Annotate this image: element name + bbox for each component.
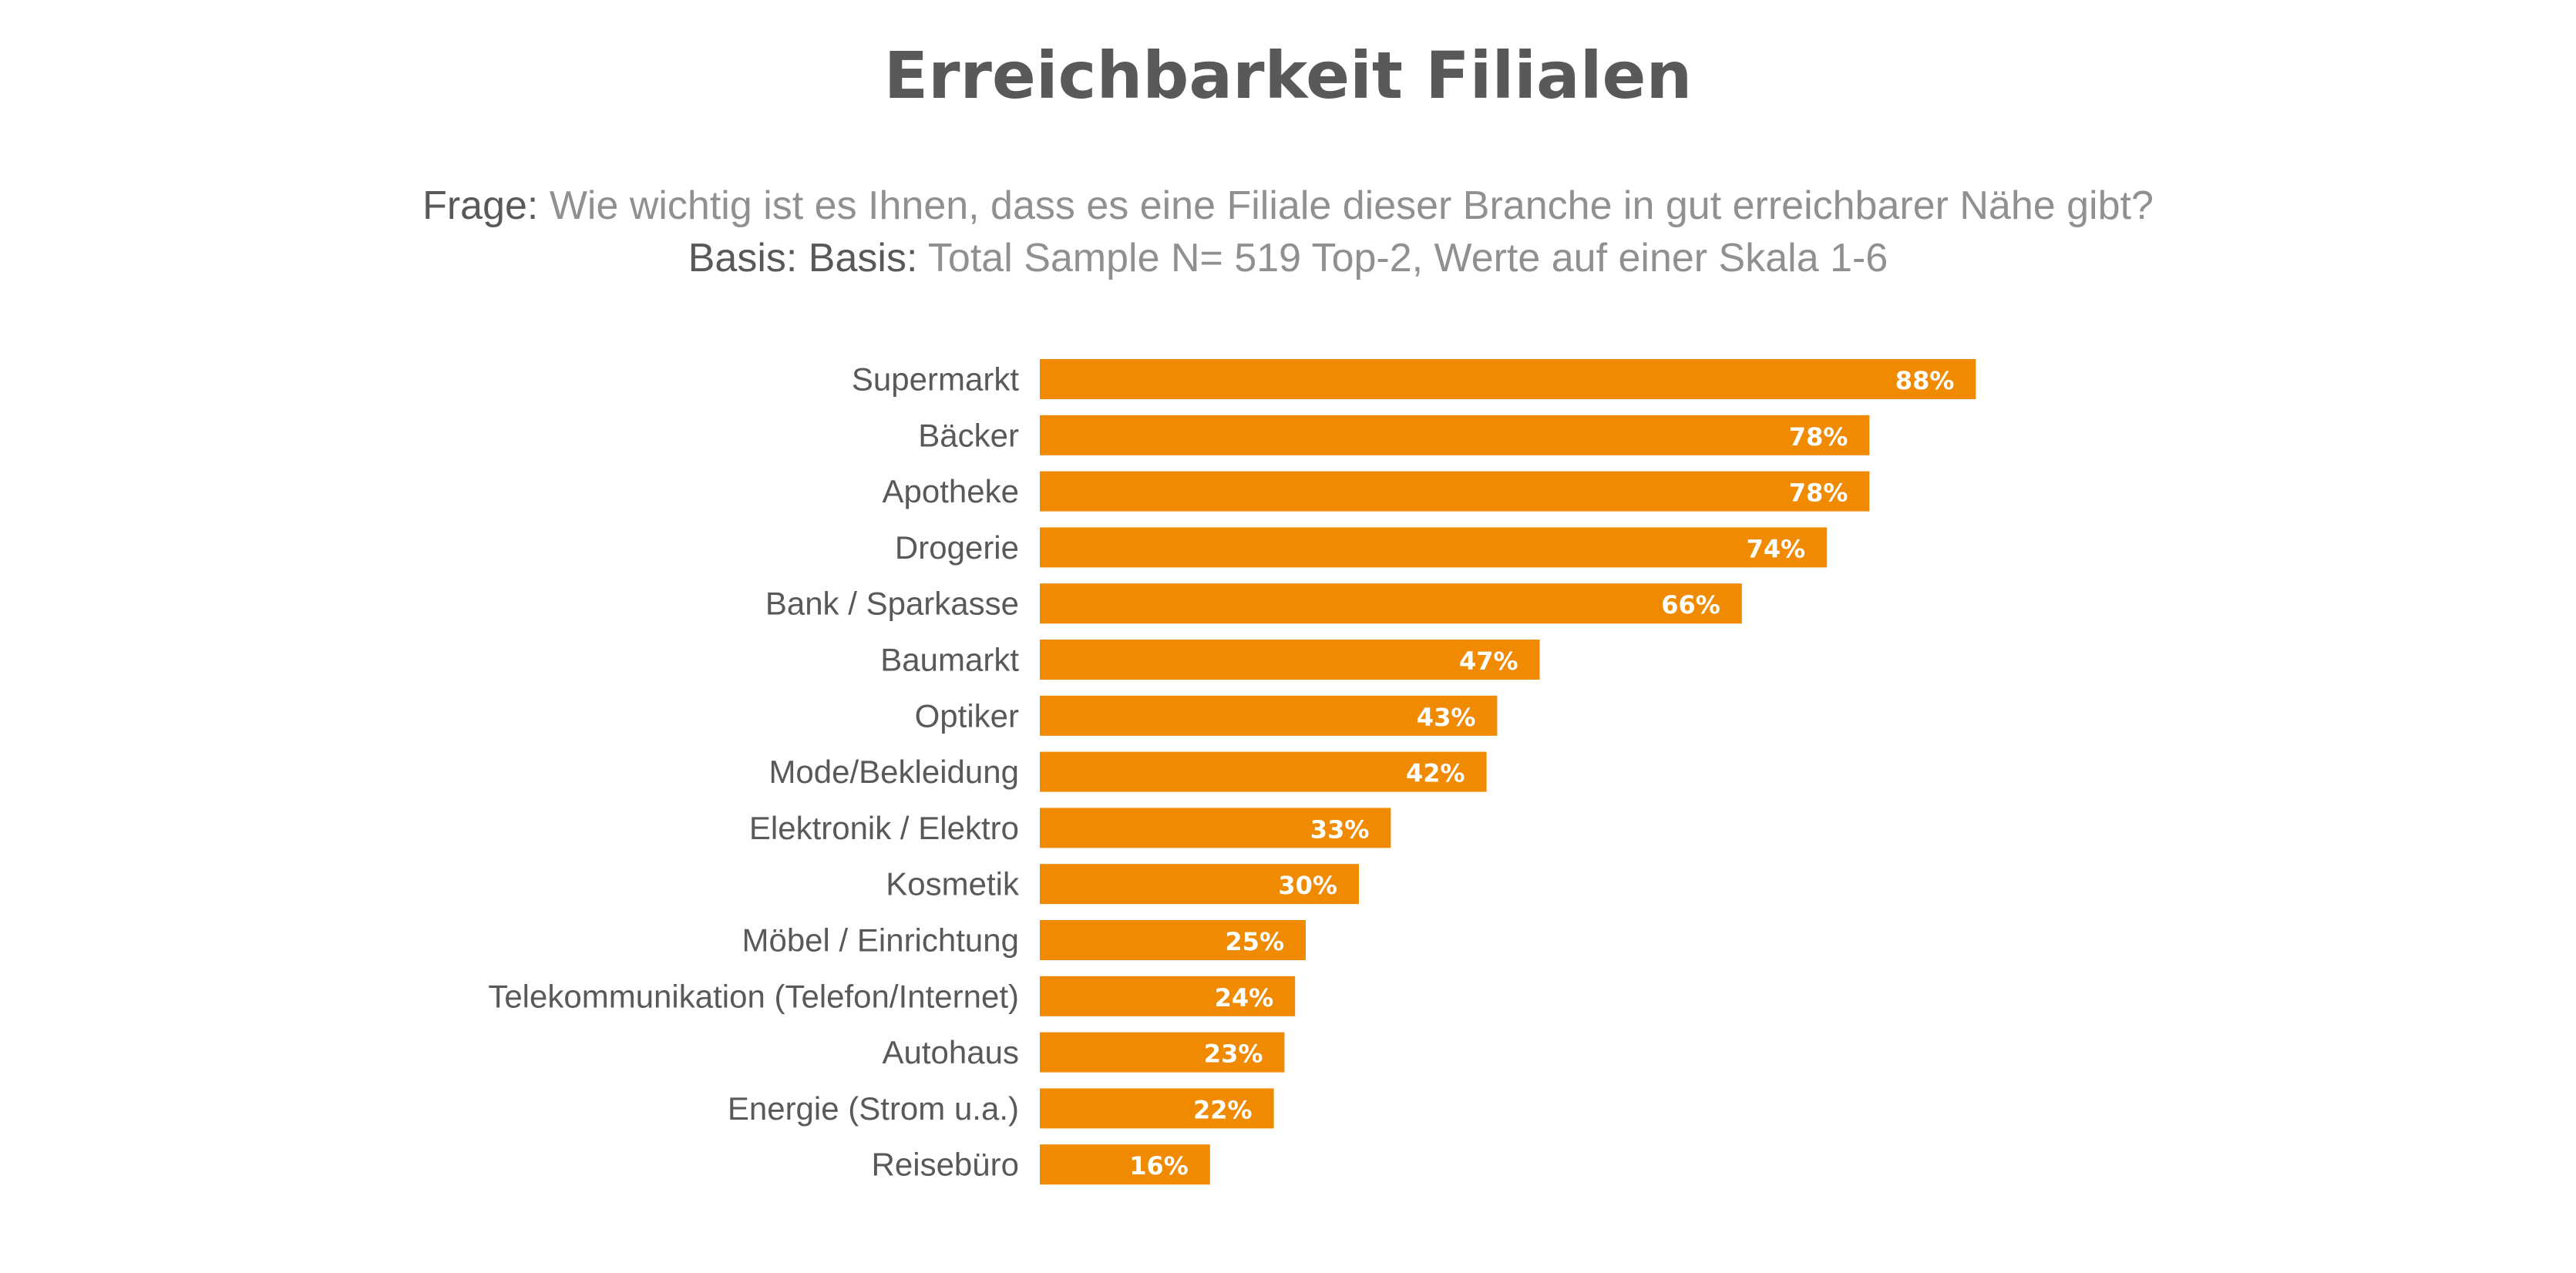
basis-label: Basis: Basis: [688, 236, 918, 280]
basis-text: Total Sample N= 519 Top-2, Werte auf ein… [927, 236, 1888, 280]
value-label-0: 88% [1895, 366, 1955, 395]
bar-1 [1040, 415, 1870, 455]
value-label-10: 25% [1225, 927, 1284, 956]
bar-9 [1040, 864, 1359, 905]
category-label-3: Drogerie [895, 529, 1019, 566]
bar-14 [1040, 1144, 1210, 1185]
category-label-6: Optiker [915, 697, 1019, 734]
question-text: Wie wichtig ist es Ihnen, dass es eine F… [549, 183, 2154, 228]
value-label-13: 22% [1193, 1095, 1253, 1124]
bar-7 [1040, 751, 1487, 792]
category-label-8: Elektronik / Elektro [749, 810, 1019, 846]
bar-2 [1040, 471, 1870, 512]
value-label-12: 23% [1204, 1040, 1263, 1069]
value-label-4: 66% [1661, 590, 1720, 620]
category-label-13: Energie (Strom u.a.) [728, 1090, 1019, 1127]
category-label-12: Autohaus [883, 1034, 1019, 1070]
bar-10 [1040, 920, 1306, 960]
value-label-8: 33% [1310, 815, 1370, 844]
value-label-7: 42% [1406, 759, 1465, 788]
chart-subtitle-basis: Basis: Basis: Total Sample N= 519 Top-2,… [0, 233, 2576, 284]
question-label: Frage: [422, 183, 539, 228]
chart-title: Erreichbarkeit Filialen [883, 38, 1693, 113]
value-label-14: 16% [1129, 1151, 1189, 1181]
category-label-5: Baumarkt [880, 642, 1019, 678]
category-label-14: Reisebüro [872, 1147, 1019, 1183]
bar-11 [1040, 976, 1296, 1016]
value-label-1: 78% [1789, 422, 1848, 452]
category-label-11: Telekommunikation (Telefon/Internet) [488, 978, 1019, 1014]
bar-5 [1040, 640, 1540, 680]
category-label-7: Mode/Bekleidung [768, 754, 1019, 790]
bar-4 [1040, 583, 1742, 624]
bar-6 [1040, 695, 1498, 736]
bar-12 [1040, 1032, 1285, 1073]
category-label-4: Bank / Sparkasse [765, 586, 1019, 622]
category-label-10: Möbel / Einrichtung [742, 922, 1019, 959]
value-label-6: 43% [1417, 703, 1476, 732]
bar-8 [1040, 808, 1391, 848]
category-label-2: Apotheke [883, 473, 1019, 509]
chart-subtitle-question: Frage: Wie wichtig ist es Ihnen, dass es… [0, 180, 2576, 231]
value-label-2: 78% [1789, 479, 1848, 508]
category-label-1: Bäcker [918, 417, 1019, 453]
category-label-0: Supermarkt [852, 361, 1019, 398]
value-label-9: 30% [1278, 871, 1337, 900]
value-label-11: 24% [1215, 983, 1274, 1013]
bar-13 [1040, 1088, 1274, 1129]
value-label-3: 74% [1747, 534, 1806, 563]
bar-3 [1040, 527, 1828, 568]
value-label-5: 47% [1459, 647, 1518, 676]
bar-0 [1040, 359, 1976, 399]
category-label-9: Kosmetik [886, 866, 1020, 902]
